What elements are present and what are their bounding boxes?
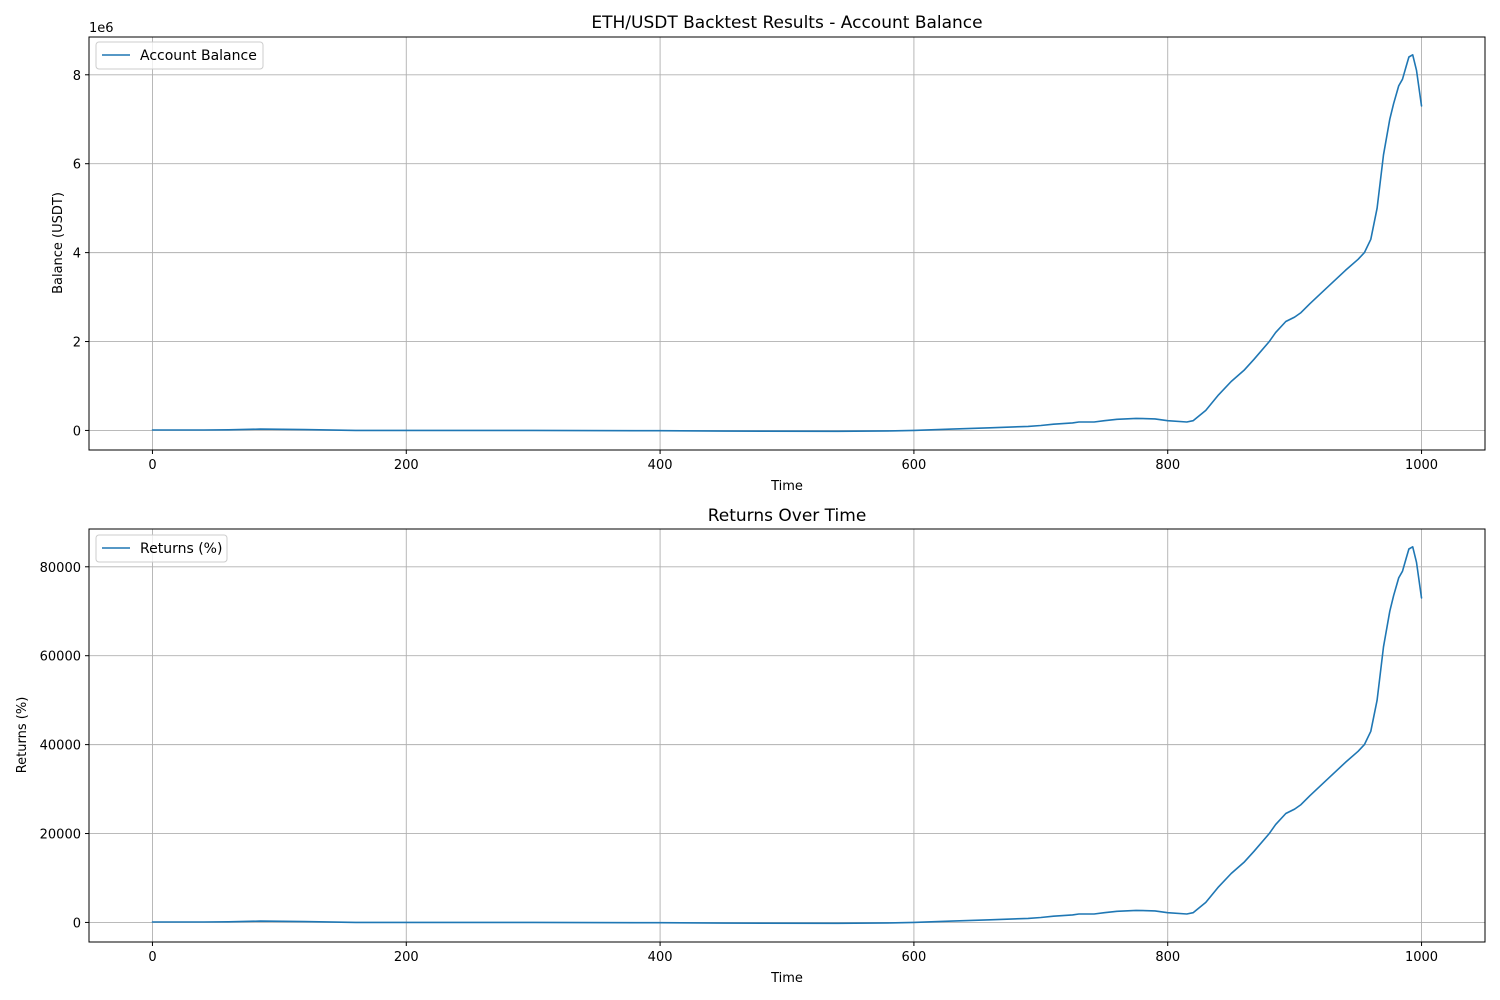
- x-tick-label: 1000: [1405, 950, 1438, 965]
- x-tick-label: 200: [394, 458, 419, 473]
- grid: [89, 529, 1485, 942]
- y-tick-label: 40000: [40, 739, 81, 754]
- x-tick-label: 800: [1155, 458, 1180, 473]
- y-tick-label: 60000: [40, 650, 81, 665]
- y-tick-label: 6: [73, 158, 81, 173]
- y-axis-label: Balance (USDT): [51, 192, 66, 294]
- y-tick-label: 2: [73, 336, 81, 351]
- plot-area: [151, 546, 1423, 925]
- x-tick-label: 1000: [1405, 458, 1438, 473]
- legend-box: [95, 534, 228, 563]
- y-axis: 0 2 4 6 8: [73, 69, 89, 439]
- x-tick-label: 400: [648, 950, 673, 965]
- x-tick-label: 600: [901, 950, 926, 965]
- x-axis: 0 200 400 600 800 1000: [148, 450, 1438, 473]
- grid: [89, 37, 1485, 450]
- y-tick-label: 80000: [40, 561, 81, 576]
- y-axis: 0 20000 40000 60000 80000: [40, 561, 89, 931]
- legend-entry: Account Balance: [140, 48, 257, 64]
- x-tick-label: 0: [148, 950, 156, 965]
- y-tick-label: 8: [73, 69, 81, 84]
- x-tick-label: 600: [901, 458, 926, 473]
- y-offset-label: 1e6: [89, 21, 114, 36]
- chart-title: Returns Over Time: [708, 506, 867, 526]
- y-tick-label: 20000: [40, 828, 81, 843]
- x-tick-label: 200: [394, 950, 419, 965]
- x-axis: 0 200 400 600 800 1000: [148, 942, 1438, 965]
- legend-entry: Returns (%): [140, 541, 222, 557]
- x-axis-label: Time: [770, 971, 803, 986]
- y-tick-label: 0: [73, 424, 81, 439]
- plot-area: [151, 54, 1423, 433]
- x-tick-label: 0: [148, 458, 156, 473]
- axes-frame: [88, 36, 1486, 451]
- legend: Returns (%): [95, 534, 228, 563]
- returns-panel: Returns Over Time 0 200 400 600 800 1000 0 200…: [15, 506, 1486, 986]
- series-line: [151, 546, 1423, 925]
- legend: Account Balance: [95, 41, 264, 70]
- legend-box: [95, 41, 264, 70]
- y-axis-label: Returns (%): [15, 697, 30, 774]
- axes-frame: [88, 528, 1486, 943]
- series-line: [151, 54, 1423, 433]
- chart-title: ETH/USDT Backtest Results - Account Bala…: [591, 13, 982, 33]
- balance-panel: ETH/USDT Backtest Results - Account Bala…: [51, 13, 1486, 494]
- y-tick-label: 4: [73, 247, 81, 262]
- y-tick-label: 0: [73, 916, 81, 931]
- x-tick-label: 400: [648, 458, 673, 473]
- x-tick-label: 800: [1155, 950, 1180, 965]
- x-axis-label: Time: [770, 479, 803, 494]
